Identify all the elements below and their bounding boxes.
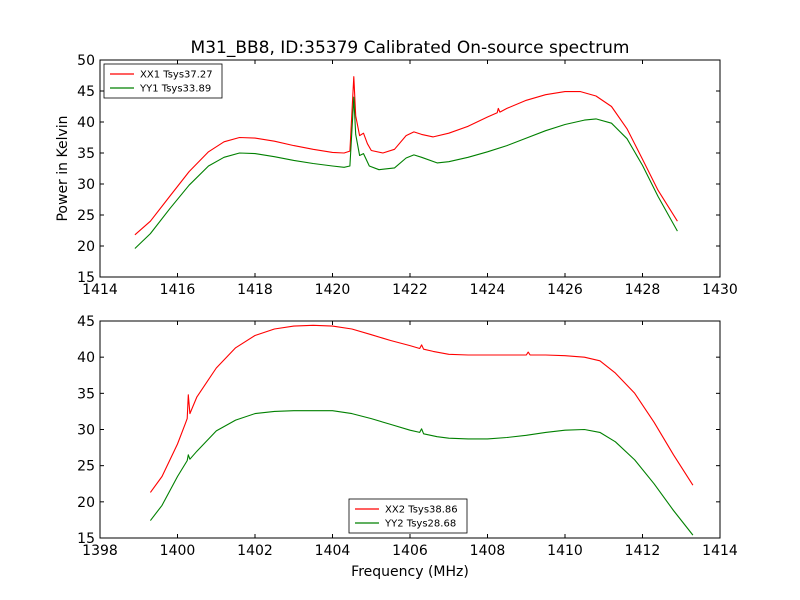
y-tick-label: 40 xyxy=(77,115,95,131)
x-tick-label: 1402 xyxy=(237,543,273,559)
x-tick-label: 1430 xyxy=(702,282,738,298)
series-line-xx2 xyxy=(149,324,694,493)
x-tick-label: 1416 xyxy=(160,282,196,298)
x-tick-label: 1404 xyxy=(315,543,351,559)
legend-entry-label: YY1 Tsys33.89 xyxy=(139,84,211,95)
legend: XX1 Tsys37.27 YY1 Tsys33.89 xyxy=(103,63,223,99)
y-tick-label: 20 xyxy=(77,495,95,511)
y-tick-label: 40 xyxy=(77,350,95,366)
series-line-yy2 xyxy=(149,410,694,536)
x-tick-label: 1418 xyxy=(237,282,273,298)
bottom-spectrum-plot: 1398 1400 1402 1404 1406 1408 1410 1412 1414 15 20… xyxy=(77,314,738,580)
y-tick-label: 15 xyxy=(77,531,95,547)
x-tick-label: 1422 xyxy=(392,282,428,298)
legend-entry-label: XX1 Tsys37.27 xyxy=(140,70,213,81)
y-tick-label: 20 xyxy=(77,239,95,255)
x-tick-label: 1400 xyxy=(160,543,196,559)
y-tick-label: 30 xyxy=(77,177,95,193)
x-axis-label: Frequency (MHz) xyxy=(351,564,469,580)
figure-title: M31_BB8, ID:35379 Calibrated On-source s… xyxy=(191,38,630,58)
y-tick-label: 35 xyxy=(77,386,95,402)
legend: XX2 Tsys38.86 YY2 Tsys28.68 xyxy=(348,498,468,534)
y-tick-label: 45 xyxy=(77,314,95,330)
y-tick-label: 25 xyxy=(77,208,95,224)
x-tick-label: 1414 xyxy=(702,543,738,559)
y-tick-label: 45 xyxy=(77,84,95,100)
x-tick-label: 1412 xyxy=(625,543,661,559)
series-line-xx1 xyxy=(134,76,678,236)
x-tick-label: 1398 xyxy=(82,543,118,559)
x-tick-label: 1420 xyxy=(315,282,351,298)
x-tick-label: 1410 xyxy=(547,543,583,559)
y-tick-label: 35 xyxy=(77,146,95,162)
y-tick-label: 30 xyxy=(77,423,95,439)
series-line-yy1 xyxy=(134,96,678,249)
y-tick-label: 50 xyxy=(77,53,95,69)
legend-entry-label: YY2 Tsys28.68 xyxy=(384,519,456,530)
legend-box xyxy=(348,498,468,534)
y-tick-label: 25 xyxy=(77,459,95,475)
legend-box xyxy=(103,63,223,99)
x-tick-label: 1428 xyxy=(625,282,661,298)
x-tick-label: 1426 xyxy=(547,282,583,298)
x-tick-label: 1414 xyxy=(82,282,118,298)
x-tick-label: 1408 xyxy=(470,543,506,559)
y-axis-label: Power in Kelvin xyxy=(55,115,71,221)
top-spectrum-plot: 1414 1416 1418 1420 1422 1424 1426 1428 1430 15 20… xyxy=(55,53,738,298)
legend-entry-label: XX2 Tsys38.86 xyxy=(385,505,458,516)
x-tick-label: 1406 xyxy=(392,543,428,559)
x-tick-label: 1424 xyxy=(470,282,506,298)
y-tick-label: 15 xyxy=(77,270,95,286)
